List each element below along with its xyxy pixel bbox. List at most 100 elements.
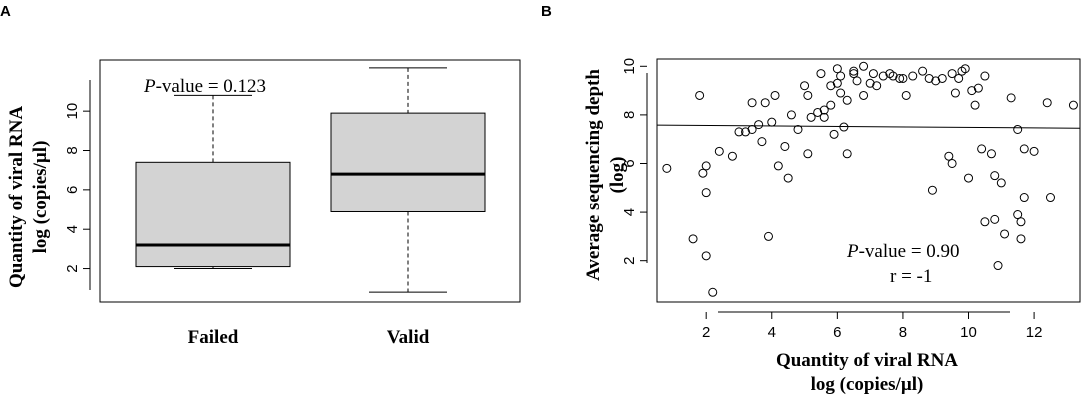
b-xtick-label: 2 bbox=[702, 324, 710, 341]
b-scatter-point bbox=[803, 149, 813, 159]
b-scatter-point bbox=[773, 161, 783, 171]
b-scatter-point bbox=[695, 90, 705, 100]
a-ytick-label: 8 bbox=[64, 146, 81, 154]
b-scatter-point bbox=[1016, 234, 1026, 244]
a-category-label: Failed bbox=[188, 327, 239, 348]
a-ylabel-line2: log (copies/µl) bbox=[30, 141, 51, 254]
b-ytick-label: 6 bbox=[621, 159, 638, 167]
b-scatter-point bbox=[865, 78, 875, 88]
b-scatter-point bbox=[1045, 193, 1055, 203]
a-ytick-label: 6 bbox=[64, 186, 81, 194]
b-scatter-point bbox=[895, 73, 905, 83]
a-boxes bbox=[135, 67, 486, 293]
b-scatter-point bbox=[944, 151, 954, 161]
b-regression-line bbox=[656, 124, 1081, 129]
b-scatter-point bbox=[901, 90, 911, 100]
b-scatter-point bbox=[868, 69, 878, 79]
b-scatter-point bbox=[980, 217, 990, 227]
b-scatter-point bbox=[977, 144, 987, 154]
b-scatter-point bbox=[832, 64, 842, 74]
b-scatter-point bbox=[734, 127, 744, 137]
b-scatter-point bbox=[747, 124, 757, 134]
b-scatter-point bbox=[780, 141, 790, 151]
b-xtick-label: 6 bbox=[833, 324, 841, 341]
b-scatter-point bbox=[832, 78, 842, 88]
b-xtick-label: 4 bbox=[768, 324, 776, 341]
b-scatter-point bbox=[816, 69, 826, 79]
a-box-valid bbox=[330, 112, 486, 212]
b-scatter-point bbox=[1006, 93, 1016, 103]
b-scatter-point bbox=[852, 76, 862, 86]
b-pvalue-p: P bbox=[846, 241, 859, 262]
b-scatter-point bbox=[767, 117, 777, 127]
b-scatter-point bbox=[950, 88, 960, 98]
b-scatter-point bbox=[803, 90, 813, 100]
a-pvalue-p: P bbox=[143, 76, 156, 97]
b-scatter-point bbox=[839, 122, 849, 132]
b-scatter-point bbox=[819, 105, 829, 115]
b-scatter-point bbox=[770, 90, 780, 100]
b-xlabel-line1: Quantity of viral RNA bbox=[776, 350, 958, 371]
b-scatter-point bbox=[973, 83, 983, 93]
b-xtick-label: 10 bbox=[960, 324, 977, 341]
b-scatter-point bbox=[741, 127, 751, 137]
b-ytick-label: 8 bbox=[621, 111, 638, 119]
b-scatter-point bbox=[800, 81, 810, 91]
a-category-label: Valid bbox=[387, 327, 430, 348]
b-xtick-label: 8 bbox=[899, 324, 907, 341]
b-scatter-point bbox=[898, 73, 908, 83]
b-scatter-point bbox=[783, 173, 793, 183]
b-scatter-point bbox=[786, 110, 796, 120]
b-scatter-point bbox=[931, 76, 941, 86]
b-x-ticks: 2 4 6 8 10 12 bbox=[702, 312, 1042, 341]
b-scatter-point bbox=[849, 69, 859, 79]
a-ytick-label: 2 bbox=[64, 264, 81, 272]
b-ytick-label: 2 bbox=[621, 257, 638, 265]
a-pvalue-text: -value = 0.123 bbox=[156, 76, 266, 97]
b-scatter-point bbox=[826, 100, 836, 110]
b-ylabel-line1: Average sequencing depth bbox=[583, 69, 604, 281]
b-scatter-point bbox=[701, 251, 711, 261]
b-ylabel-line2: (log) bbox=[607, 157, 628, 194]
b-scatter-point bbox=[1000, 229, 1010, 239]
b-scatter-point bbox=[918, 66, 928, 76]
a-plot-frame bbox=[99, 59, 521, 303]
a-y-ticks: 2 4 6 8 10 bbox=[64, 103, 90, 273]
a-ytick-label: 10 bbox=[64, 103, 81, 120]
panel-letter-b: B bbox=[541, 3, 552, 20]
b-scatter-point bbox=[819, 112, 829, 122]
b-scatter-point bbox=[986, 149, 996, 159]
b-scatter-point bbox=[980, 71, 990, 81]
panel-letter-a: A bbox=[0, 3, 11, 20]
b-scatter-point bbox=[806, 112, 816, 122]
b-y-ticks: 2 4 6 8 10 bbox=[621, 58, 647, 265]
b-scatter-point bbox=[967, 86, 977, 96]
b-scatter-point bbox=[760, 98, 770, 108]
b-scatter-point bbox=[964, 173, 974, 183]
b-scatter-point bbox=[1042, 98, 1052, 108]
b-r-annotation: r = -1 bbox=[890, 266, 932, 287]
b-scatter-point bbox=[990, 171, 1000, 181]
b-scatter-point bbox=[747, 98, 757, 108]
b-scatter-point bbox=[947, 158, 957, 168]
b-scatter-point bbox=[727, 151, 737, 161]
b-scatter-point bbox=[701, 161, 711, 171]
a-categories: Failed Valid bbox=[188, 327, 430, 348]
b-pvalue-annotation: P-value = 0.90 bbox=[846, 241, 960, 262]
b-scatter-point bbox=[1019, 193, 1029, 203]
b-scatter-point bbox=[1016, 217, 1026, 227]
panel-b-scatter: B Average sequencing depth (log) 246810 … bbox=[541, 3, 1081, 395]
b-scatter-point bbox=[947, 69, 957, 79]
b-scatter-point bbox=[1013, 124, 1023, 134]
b-scatter-point bbox=[878, 71, 888, 81]
b-xlabel-line2: log (copies/µl) bbox=[811, 374, 924, 395]
b-scatter-point bbox=[763, 231, 773, 241]
b-ytick-label: 10 bbox=[621, 58, 638, 75]
b-scatter-point bbox=[960, 64, 970, 74]
b-scatter-point bbox=[872, 81, 882, 91]
b-scatter-point bbox=[688, 234, 698, 244]
b-scatter-point bbox=[1019, 144, 1029, 154]
b-scatter-point bbox=[970, 100, 980, 110]
b-pvalue-text: -value = 0.90 bbox=[859, 241, 960, 262]
